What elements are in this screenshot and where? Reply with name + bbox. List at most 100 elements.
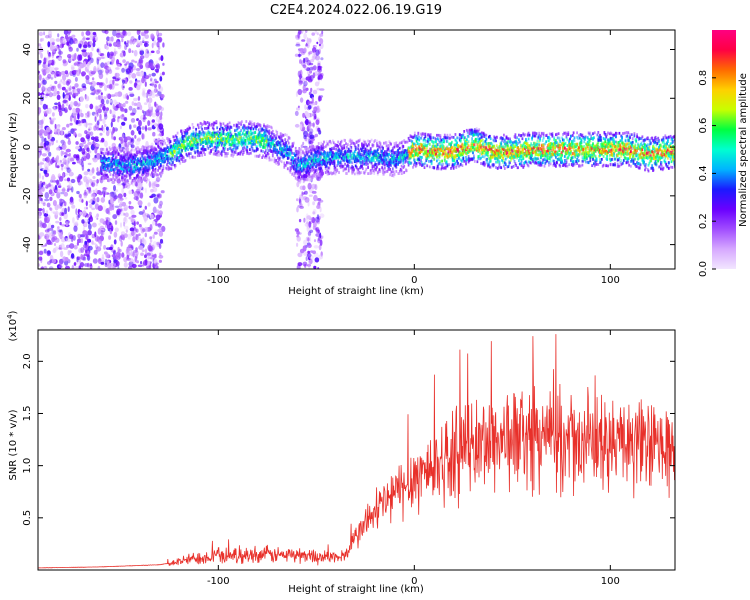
spectrogram-noise-cell	[111, 109, 116, 116]
spectrogram-noise-cell	[158, 210, 163, 216]
spectrogram-ridge-cell	[286, 167, 289, 171]
spectrogram-ridge-cell	[346, 172, 348, 175]
spectrogram-noise-cell	[67, 140, 72, 146]
spectrogram-ridge-cell	[336, 169, 339, 172]
spectrogram-noise-cell	[146, 252, 151, 257]
spectrogram-noise-cell	[39, 232, 45, 237]
spectrogram-noise-cell	[152, 241, 158, 248]
spectrogram-noise-cell	[138, 130, 142, 135]
spectrogram-noise-cell	[39, 162, 45, 165]
spectrogram-ridge-cell	[246, 150, 249, 153]
spectrogram-ridge-cell	[254, 131, 257, 134]
spectrogram-noise-cell	[162, 42, 165, 48]
spectrogram-ridge-cell	[241, 132, 244, 136]
spectrogram-noise-cell	[101, 30, 107, 34]
spectrogram-ridge-cell	[256, 147, 259, 151]
spectrogram-noise-cell	[310, 87, 313, 93]
spectrogram-ridge-cell	[241, 149, 243, 153]
spectrogram-ridge-cell	[139, 157, 142, 160]
spectrogram-ridge-cell	[109, 148, 112, 151]
spectrogram-noise-cell	[60, 163, 64, 167]
spectrogram-noise-cell	[106, 40, 108, 46]
spectrogram-noise-cell	[74, 265, 80, 269]
spectrogram-noise-cell	[96, 171, 101, 176]
spectrogram-noise-cell	[74, 221, 79, 225]
spectrogram-noise-cell	[103, 110, 108, 114]
spectrogram-noise-cell	[43, 265, 48, 269]
spectrogram-ridge-cell	[122, 148, 124, 151]
spectrogram-noise-cell	[45, 110, 49, 114]
spectrogram-noise-cell	[118, 203, 123, 208]
spectrogram-noise-cell	[303, 32, 307, 40]
spectrogram-noise-cell	[117, 246, 120, 253]
spectrogram-noise-cell	[96, 246, 102, 252]
spectrogram-noise-cell	[62, 157, 67, 163]
spectrogram-noise-cell	[159, 238, 164, 244]
spectrogram-noise-cell	[44, 198, 50, 202]
spectrogram-ridge-cell	[346, 143, 349, 146]
spectrogram-ridge-cell	[215, 120, 218, 123]
spectrogram-noise-cell	[319, 213, 325, 218]
spectrogram-ridge-cell	[315, 151, 317, 154]
spectrogram-noise-cell	[79, 95, 84, 103]
spectrogram-noise-cell	[113, 231, 118, 238]
spectrogram-noise-cell	[39, 100, 43, 106]
spectrogram-noise-cell	[63, 201, 67, 207]
spectrogram-noise-cell	[313, 106, 318, 112]
spectrogram-ridge-cell	[341, 147, 344, 151]
spectrogram-noise-cell	[302, 261, 308, 267]
spectrogram-ridge-cell	[272, 150, 275, 154]
spectrogram-noise-cell	[132, 236, 136, 243]
spectrogram-noise-cell	[128, 205, 134, 210]
spectrogram-noise-cell	[152, 206, 157, 214]
spectrogram-noise-cell	[38, 125, 42, 129]
spectrogram-noise-cell	[139, 71, 144, 77]
spectrogram-noise-cell	[100, 229, 105, 236]
spectrogram-noise-cell	[48, 227, 54, 231]
spectrogram-noise-cell	[121, 83, 125, 91]
spectrogram-ridge-cell	[184, 149, 187, 153]
spectrogram-ridge-cell	[151, 171, 153, 175]
spectrogram-ridge-cell	[361, 149, 363, 153]
spectrogram-noise-cell	[314, 257, 320, 263]
spectrogram-noise-cell	[130, 209, 135, 216]
spectrogram-ridge-cell	[320, 141, 323, 145]
spectrogram-noise-cell	[143, 110, 147, 116]
spectrogram-noise-cell	[146, 97, 149, 103]
spectrogram-noise-cell	[304, 190, 308, 195]
spectrogram-ridge-cell	[179, 161, 182, 165]
spectrogram-ridge-cell	[153, 172, 156, 176]
spectrogram-noise-cell	[316, 214, 320, 220]
spectrogram-noise-cell	[141, 88, 146, 93]
spectrogram-ridge-cell	[297, 178, 300, 182]
spectrogram-ridge-cell	[216, 126, 219, 130]
spectrogram-ridge-cell	[288, 145, 291, 149]
spectrogram-noise-cell	[154, 122, 157, 128]
spectrogram-noise-cell	[111, 249, 117, 253]
spectrogram-noise-cell	[158, 123, 164, 130]
spectrogram-noise-cell	[124, 196, 128, 200]
spectrogram-noise-cell	[85, 249, 88, 254]
spectrogram-noise-cell	[123, 262, 128, 268]
spectrogram-ridge-cell	[287, 161, 290, 165]
spectrogram-ridge-cell	[220, 153, 223, 157]
spectrogram-noise-cell	[104, 84, 108, 92]
spectrogram-noise-cell	[103, 112, 108, 117]
spectrogram-noise-cell	[133, 220, 136, 227]
spectrogram-noise-cell	[80, 137, 85, 143]
spectrogram-noise-cell	[305, 80, 308, 85]
spectrogram-noise-cell	[135, 188, 141, 194]
spectrogram-noise-cell	[157, 133, 162, 137]
spectrogram-noise-cell	[150, 257, 155, 260]
spectrogram-ridge-cell	[265, 154, 268, 158]
spectrogram-noise-cell	[96, 89, 102, 93]
spectrogram-noise-cell	[150, 78, 153, 82]
spectrogram-noise-cell	[76, 256, 79, 263]
spectrogram-noise-cell	[75, 107, 81, 113]
spectrogram-noise-cell	[86, 147, 90, 152]
spectrogram-noise-cell	[125, 42, 129, 48]
spectrogram-ridge-cell	[164, 141, 167, 145]
spectrogram-noise-cell	[140, 252, 144, 256]
spectrogram-ridge-cell	[168, 167, 171, 170]
spectrogram-noise-cell	[134, 60, 138, 64]
